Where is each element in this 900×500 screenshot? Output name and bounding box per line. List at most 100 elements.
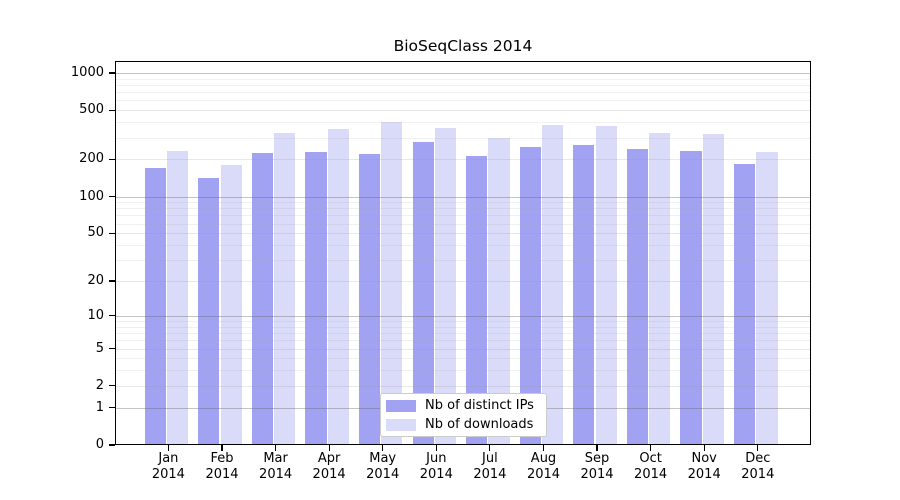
x-tick-label-apr: Apr 2014 bbox=[312, 451, 346, 482]
bar-distinct-ips-jul bbox=[466, 156, 488, 445]
gridline-8 bbox=[116, 326, 810, 328]
x-tick-mark-dec bbox=[757, 445, 759, 451]
gridline-90 bbox=[116, 202, 810, 204]
y-tick-label-5: 5 bbox=[95, 340, 104, 356]
bar-downloads-nov bbox=[702, 133, 724, 445]
x-tick-mark-feb bbox=[221, 445, 223, 451]
gridline-80 bbox=[116, 208, 810, 210]
x-tick-label-jun: Jun 2014 bbox=[419, 451, 453, 482]
bar-distinct-ips-mar bbox=[251, 152, 274, 445]
gridline-700 bbox=[116, 92, 810, 94]
bar-distinct-ips-feb bbox=[198, 178, 220, 445]
y-tick-mark-500 bbox=[109, 109, 115, 111]
bar-downloads-dec bbox=[756, 151, 778, 445]
x-tick-label-oct: Oct 2014 bbox=[634, 451, 668, 482]
x-tick-mark-aug bbox=[542, 445, 545, 451]
downloads-swatch bbox=[386, 418, 416, 431]
y-tick-label-2: 2 bbox=[95, 377, 104, 393]
x-tick-mark-jan bbox=[167, 445, 170, 451]
gridline-10 bbox=[116, 315, 810, 318]
y-tick-mark-5 bbox=[109, 347, 115, 350]
gridline-100 bbox=[116, 196, 810, 198]
x-tick-mark-oct bbox=[650, 445, 652, 451]
legend: Nb of distinct IPs Nb of downloads bbox=[380, 393, 547, 437]
y-tick-mark-50 bbox=[109, 232, 115, 234]
bar-downloads-mar bbox=[274, 133, 296, 445]
gridline-3 bbox=[116, 370, 810, 372]
gridline-5 bbox=[116, 348, 810, 350]
x-tick-mark-may bbox=[382, 445, 384, 451]
x-tick-mark-jun bbox=[435, 445, 437, 451]
x-tick-label-mar: Mar 2014 bbox=[259, 451, 293, 482]
x-tick-label-jul: Jul 2014 bbox=[473, 451, 507, 482]
gridline-50 bbox=[116, 233, 810, 235]
y-tick-label-1: 1 bbox=[95, 399, 104, 415]
gridline-800 bbox=[116, 84, 810, 86]
y-tick-label-10: 10 bbox=[87, 307, 104, 323]
y-tick-mark-10 bbox=[109, 315, 115, 317]
x-tick-label-jan: Jan 2014 bbox=[151, 451, 185, 482]
gridline-900 bbox=[116, 78, 810, 80]
bar-distinct-ips-nov bbox=[680, 151, 702, 445]
x-tick-label-nov: Nov 2014 bbox=[687, 451, 721, 482]
gridline-7 bbox=[116, 333, 810, 334]
gridline-4 bbox=[116, 358, 810, 360]
gridline-70 bbox=[116, 215, 810, 217]
gridline-500 bbox=[116, 110, 810, 112]
bar-distinct-ips-aug bbox=[519, 147, 541, 445]
legend-entry-distinct-ips: Nb of distinct IPs bbox=[386, 398, 538, 413]
bar-distinct-ips-apr bbox=[305, 151, 327, 445]
y-tick-label-20: 20 bbox=[87, 273, 104, 288]
chart-title: BioSeqClass 2014 bbox=[393, 37, 533, 55]
y-tick-label-0: 0 bbox=[95, 437, 104, 452]
y-tick-mark-1 bbox=[109, 407, 115, 409]
bar-downloads-apr bbox=[327, 129, 349, 445]
y-tick-mark-200 bbox=[109, 158, 115, 161]
legend-label-distinct-ips: Nb of distinct IPs bbox=[425, 398, 534, 413]
bar-downloads-aug bbox=[542, 125, 564, 445]
y-tick-mark-2 bbox=[109, 385, 115, 387]
bar-distinct-ips-jun bbox=[412, 141, 434, 445]
gridline-600 bbox=[116, 100, 810, 102]
gridline-400 bbox=[116, 122, 810, 124]
x-tick-mark-sep bbox=[596, 445, 598, 451]
y-tick-mark-20 bbox=[109, 280, 115, 282]
gridline-300 bbox=[116, 137, 810, 139]
x-tick-mark-mar bbox=[274, 445, 277, 451]
bar-downloads-jul bbox=[488, 138, 510, 445]
x-tick-mark-apr bbox=[328, 445, 330, 451]
gridline-1000 bbox=[116, 72, 810, 75]
y-tick-label-500: 500 bbox=[79, 102, 104, 118]
gridline-2 bbox=[116, 385, 810, 387]
y-tick-label-1000: 1000 bbox=[70, 64, 104, 80]
y-tick-mark-100 bbox=[109, 195, 115, 198]
x-tick-label-dec: Dec 2014 bbox=[741, 451, 775, 482]
bar-downloads-feb bbox=[220, 165, 242, 445]
legend-entry-downloads: Nb of downloads bbox=[386, 417, 538, 432]
gridline-200 bbox=[116, 159, 810, 161]
gridline-9 bbox=[116, 321, 810, 322]
bar-downloads-sep bbox=[595, 126, 617, 445]
bar-downloads-oct bbox=[649, 133, 671, 445]
gridline-30 bbox=[116, 260, 810, 262]
x-tick-label-may: May 2014 bbox=[366, 451, 400, 482]
x-tick-label-sep: Sep 2014 bbox=[580, 451, 614, 482]
y-tick-label-100: 100 bbox=[79, 188, 104, 204]
x-tick-label-aug: Aug 2014 bbox=[526, 451, 561, 482]
y-tick-mark-1000 bbox=[109, 72, 115, 74]
gridline-20 bbox=[116, 281, 810, 282]
y-tick-label-50: 50 bbox=[87, 225, 104, 241]
bar-downloads-may bbox=[381, 122, 403, 445]
distinct-ips-swatch bbox=[386, 399, 416, 412]
bar-distinct-ips-may bbox=[358, 153, 381, 445]
gridline-6 bbox=[116, 340, 810, 342]
bar-downloads-jan bbox=[166, 150, 189, 445]
bar-distinct-ips-dec bbox=[734, 163, 756, 445]
x-tick-mark-jul bbox=[489, 445, 491, 451]
bar-distinct-ips-sep bbox=[573, 144, 595, 445]
x-tick-label-feb: Feb 2014 bbox=[205, 451, 239, 482]
bar-distinct-ips-oct bbox=[626, 148, 649, 445]
x-tick-mark-nov bbox=[703, 445, 705, 451]
legend-label-downloads: Nb of downloads bbox=[425, 417, 534, 432]
